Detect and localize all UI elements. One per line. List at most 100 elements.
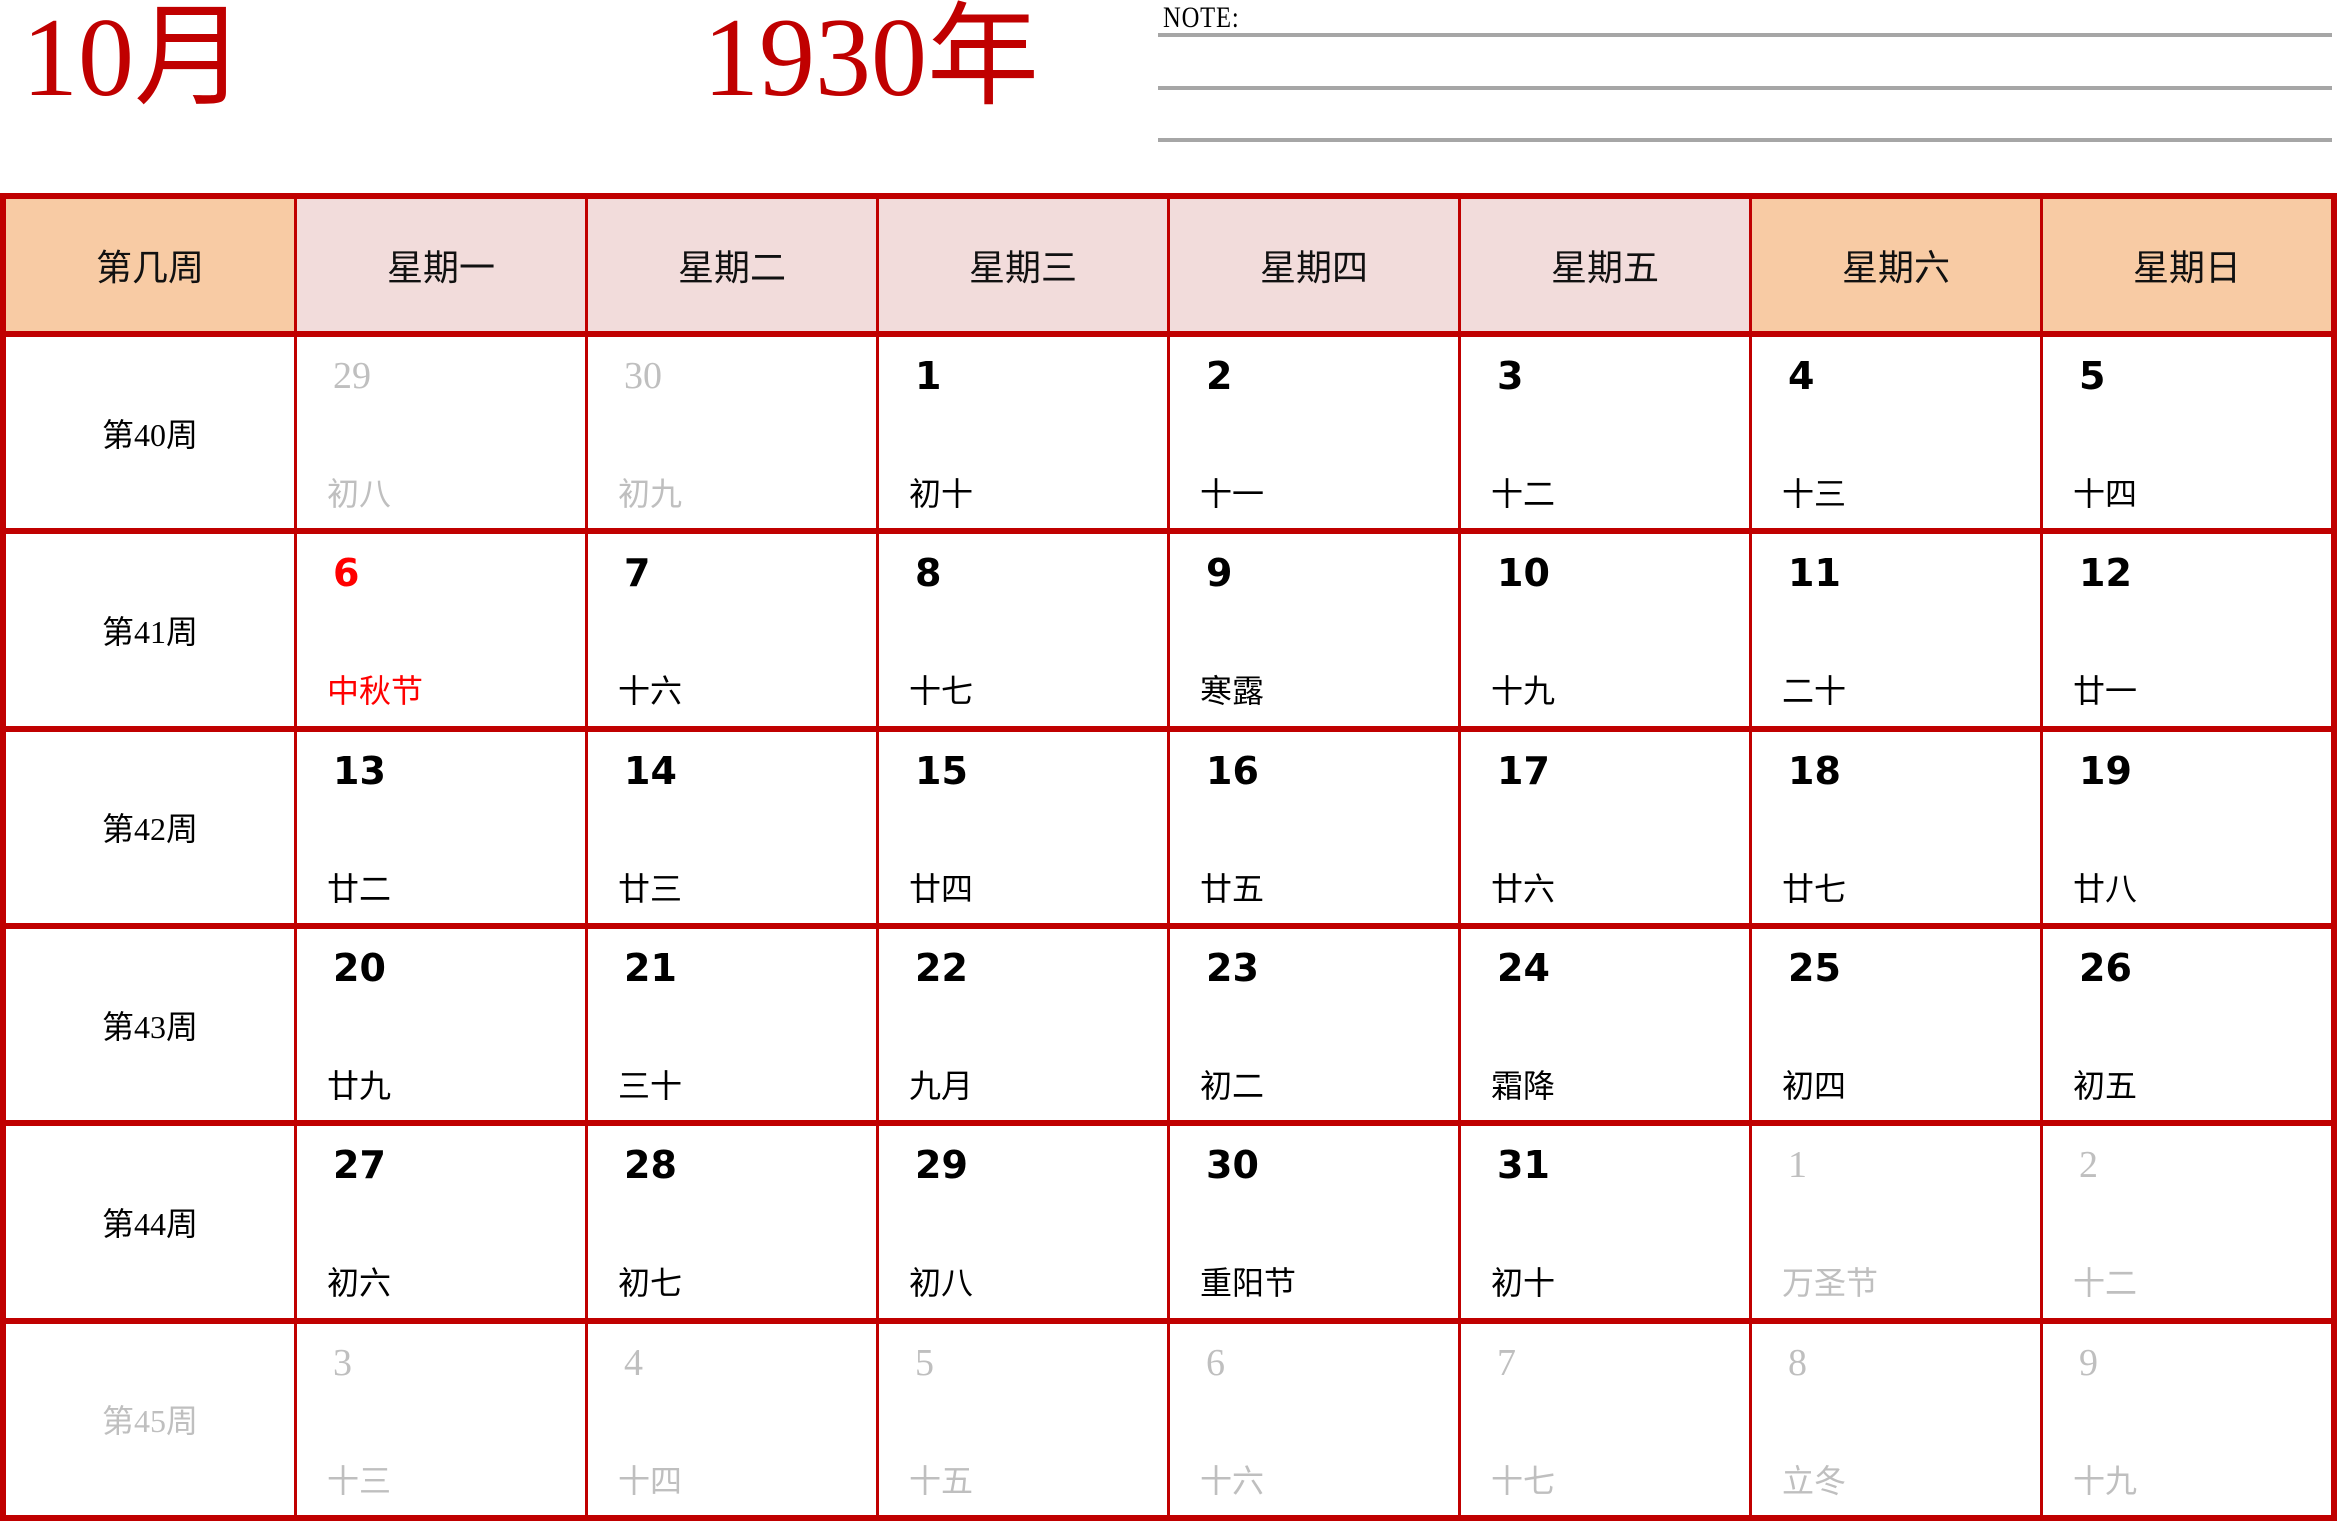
lunar-label: 初七 (618, 1265, 683, 1302)
day-cell: 17 廿六 (1461, 731, 1749, 923)
day-number: 31 (1497, 1143, 1550, 1188)
lunar-label: 十二 (1491, 476, 1556, 513)
day-number: 16 (1206, 748, 1259, 793)
day-cell: 27 初六 (297, 1126, 585, 1318)
lunar-label: 廿七 (1782, 870, 1847, 907)
lunar-label: 十一 (1200, 476, 1265, 513)
day-cell: 6 中秋节 (297, 534, 585, 726)
lunar-label: 廿二 (327, 870, 392, 907)
day-number: 6 (1206, 1341, 1225, 1384)
day-cell: 4 十四 (588, 1323, 876, 1515)
day-cell: 24 霜降 (1461, 928, 1749, 1121)
lunar-label: 寒露 (1200, 673, 1265, 710)
lunar-label: 重阳节 (1200, 1265, 1297, 1302)
day-number: 5 (915, 1341, 934, 1384)
day-number: 17 (1497, 748, 1550, 793)
note-line (1158, 138, 2332, 142)
day-number: 23 (1206, 945, 1259, 990)
lunar-label: 初六 (327, 1265, 392, 1302)
day-cell: 3 十二 (1461, 337, 1749, 529)
day-cell: 23 初二 (1170, 928, 1458, 1121)
day-cell: 6 十六 (1170, 1323, 1458, 1515)
day-cell: 14 廿三 (588, 731, 876, 923)
header-saturday: 星期六 (1752, 199, 2040, 331)
day-cell: 30 重阳节 (1170, 1126, 1458, 1318)
day-cell: 28 初七 (588, 1126, 876, 1318)
lunar-label: 十七 (1491, 1462, 1556, 1499)
lunar-label: 十九 (1491, 673, 1556, 710)
week-number-label: 第41周 (6, 534, 294, 726)
day-cell: 21 三十 (588, 928, 876, 1121)
day-cell: 10 十九 (1461, 534, 1749, 726)
day-number: 18 (1788, 748, 1841, 793)
lunar-label: 十六 (1200, 1462, 1265, 1499)
day-number: 30 (1206, 1143, 1259, 1188)
note-label: NOTE: (1163, 1, 1240, 34)
lunar-label: 中秋节 (327, 673, 424, 710)
day-cell: 8 立冬 (1752, 1323, 2040, 1515)
lunar-label: 廿八 (2073, 870, 2138, 907)
day-number: 1 (915, 354, 942, 398)
day-cell: 5 十四 (2043, 337, 2331, 529)
day-cell: 25 初四 (1752, 928, 2040, 1121)
day-number: 9 (1206, 551, 1233, 596)
day-number: 8 (915, 551, 942, 596)
day-number: 10 (1497, 551, 1550, 596)
day-cell: 22 九月 (879, 928, 1167, 1121)
day-number: 5 (2079, 354, 2106, 398)
day-cell: 2 十二 (2043, 1126, 2331, 1318)
day-number: 14 (624, 748, 677, 793)
day-number: 21 (624, 945, 677, 990)
calendar-table: 第几周 星期一 星期二 星期三 星期四 星期五 星期六 星期日 第40周 29 初八… (0, 193, 2337, 1521)
day-cell: 31 初十 (1461, 1126, 1749, 1318)
day-cell: 11 二十 (1752, 534, 2040, 726)
day-number: 3 (1497, 354, 1524, 398)
day-number: 15 (915, 748, 968, 793)
lunar-label: 霜降 (1491, 1068, 1556, 1105)
lunar-label: 十三 (1782, 476, 1847, 513)
header-monday: 星期一 (297, 199, 585, 331)
day-number: 2 (2079, 1144, 2098, 1187)
lunar-label: 二十 (1782, 673, 1847, 710)
week-number-label: 第45周 (6, 1323, 294, 1515)
note-line (1158, 33, 2332, 37)
day-number: 3 (333, 1341, 352, 1384)
month-title: 10月 (22, 0, 246, 120)
day-number: 20 (333, 945, 386, 990)
lunar-label: 立冬 (1782, 1462, 1847, 1499)
lunar-label: 初九 (618, 476, 683, 513)
lunar-label: 廿三 (618, 870, 683, 907)
lunar-label: 廿四 (909, 870, 974, 907)
lunar-label: 初十 (1491, 1265, 1556, 1302)
day-cell: 7 十七 (1461, 1323, 1749, 1515)
day-cell: 5 十五 (879, 1323, 1167, 1515)
day-cell: 20 廿九 (297, 928, 585, 1121)
week-number-label: 第44周 (6, 1126, 294, 1318)
week-number-label: 第42周 (6, 731, 294, 923)
day-number: 26 (2079, 945, 2132, 990)
lunar-label: 初四 (1782, 1068, 1847, 1105)
lunar-label: 廿六 (1491, 870, 1556, 907)
note-line (1158, 86, 2332, 90)
day-cell: 19 廿八 (2043, 731, 2331, 923)
lunar-label: 三十 (618, 1068, 683, 1105)
day-number: 8 (1788, 1341, 1807, 1384)
lunar-label: 十二 (2073, 1265, 2138, 1302)
day-number: 12 (2079, 551, 2132, 596)
lunar-label: 初二 (1200, 1068, 1265, 1105)
header-tuesday: 星期二 (588, 199, 876, 331)
lunar-label: 十九 (2073, 1462, 2138, 1499)
day-cell: 15 廿四 (879, 731, 1167, 923)
lunar-label: 初八 (909, 1265, 974, 1302)
day-cell: 30 初九 (588, 337, 876, 529)
day-number: 22 (915, 945, 968, 990)
day-cell: 3 十三 (297, 1323, 585, 1515)
day-number: 4 (1788, 354, 1815, 398)
day-cell: 1 初十 (879, 337, 1167, 529)
year-title: 1930年 (703, 0, 1039, 120)
day-number: 4 (624, 1341, 643, 1384)
day-cell: 16 廿五 (1170, 731, 1458, 923)
day-cell: 29 初八 (297, 337, 585, 529)
day-cell: 12 廿一 (2043, 534, 2331, 726)
